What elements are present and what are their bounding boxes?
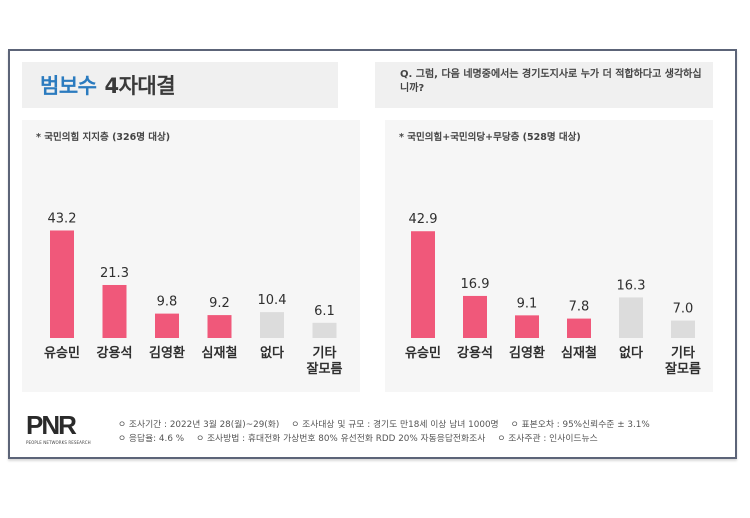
category-label: 없다 <box>619 345 643 361</box>
pnr-logo: PNR PEOPLE NETWORKS RESEARCH <box>26 410 112 447</box>
sampling-error: ㅇ 표본오차 : 95%신뢰수준 ± 3.1% <box>510 420 650 430</box>
value-label: 10.4 <box>258 293 287 308</box>
value-label: 16.3 <box>617 278 646 293</box>
bar-1 <box>102 284 127 338</box>
title-highlight: 범보수 <box>40 74 97 98</box>
survey-question: Q. 그럼, 다음 네명중에서는 경기도지사로 누가 더 적합하다고 생각하십니… <box>400 69 702 94</box>
survey-notes-line-2: ㅇ 응답율: 4.6 % ㅇ 조사방법 : 휴대전화 가상번호 80% 유선전화 … <box>118 432 728 446</box>
bar-0 <box>50 230 74 338</box>
value-label: 21.3 <box>100 266 129 281</box>
survey-notes: ㅇ 조사기간 : 2022년 3월 28(월)~29(화) ㅇ 조사대상 및 규모… <box>118 418 728 446</box>
survey-period: ㅇ 조사기간 : 2022년 3월 28(월)~29(화) <box>118 420 280 430</box>
category-label: 유승민 <box>405 345 441 361</box>
category-label: 김영환 <box>149 345 185 361</box>
bar-3 <box>207 315 232 338</box>
value-label: 6.1 <box>314 304 335 319</box>
value-label: 16.9 <box>461 277 490 292</box>
bar-3 <box>567 318 591 338</box>
category-label: 없다 <box>260 345 284 361</box>
survey-notes-line-1: ㅇ 조사기간 : 2022년 3월 28(월)~29(화) ㅇ 조사대상 및 규모… <box>118 418 728 432</box>
category-label: 잘모름 <box>307 362 343 377</box>
category-label: 기타 <box>313 345 337 361</box>
bar-1 <box>463 295 487 338</box>
value-label: 9.8 <box>157 295 178 310</box>
value-label: 42.9 <box>409 212 438 227</box>
survey-organizer: ㅇ 조사주관 : 인사이드뉴스 <box>497 434 598 444</box>
value-label: 9.1 <box>517 296 538 311</box>
chart-title: * 국민의힘+국민의당+무당층 (528명 대상) <box>399 132 581 143</box>
category-label: 강용석 <box>97 345 133 361</box>
response-rate: ㅇ 응답율: 4.6 % <box>118 434 185 444</box>
bar-5 <box>671 320 695 338</box>
bar-5 <box>312 322 337 338</box>
page-title: 범보수 4자대결 <box>40 70 176 100</box>
logo-text: PNR <box>26 410 77 440</box>
value-label: 7.0 <box>673 302 694 317</box>
bar-0 <box>411 231 435 338</box>
bar-4 <box>619 297 643 338</box>
question-bar <box>375 62 713 108</box>
bar-2 <box>155 313 179 338</box>
value-label: 7.8 <box>569 300 590 315</box>
survey-target: ㅇ 조사대상 및 규모 : 경기도 만18세 이상 남녀 1000명 <box>291 420 499 430</box>
bar-4 <box>260 312 284 338</box>
category-label: 기타 <box>671 345 695 361</box>
category-label: 잘모름 <box>665 362 701 377</box>
category-label: 강용석 <box>457 345 493 361</box>
bar-2 <box>515 315 539 338</box>
chart-title: * 국민의힘 지지층 (326명 대상) <box>36 132 171 143</box>
value-label: 43.2 <box>48 211 77 226</box>
title-rest: 4자대결 <box>104 74 176 98</box>
chart-panel-right: * 국민의힘+국민의당+무당층 (528명 대상) 42.9 유승민 16.9 강용석… <box>385 120 713 392</box>
category-label: 심재철 <box>561 345 597 361</box>
category-label: 유승민 <box>44 345 80 361</box>
title-bar <box>22 62 338 108</box>
category-label: 김영환 <box>509 345 545 361</box>
logo-subtitle: PEOPLE NETWORKS RESEARCH <box>26 440 91 445</box>
category-label: 심재철 <box>202 345 238 361</box>
survey-method: ㅇ 조사방법 : 휴대전화 가상번호 80% 유선전화 RDD 20% 자동응답… <box>196 434 486 444</box>
value-label: 9.2 <box>209 296 230 311</box>
chart-panel-left: * 국민의힘 지지층 (326명 대상) 43.2 유승민 21.3 강용석 9.8 김영… <box>22 120 360 392</box>
